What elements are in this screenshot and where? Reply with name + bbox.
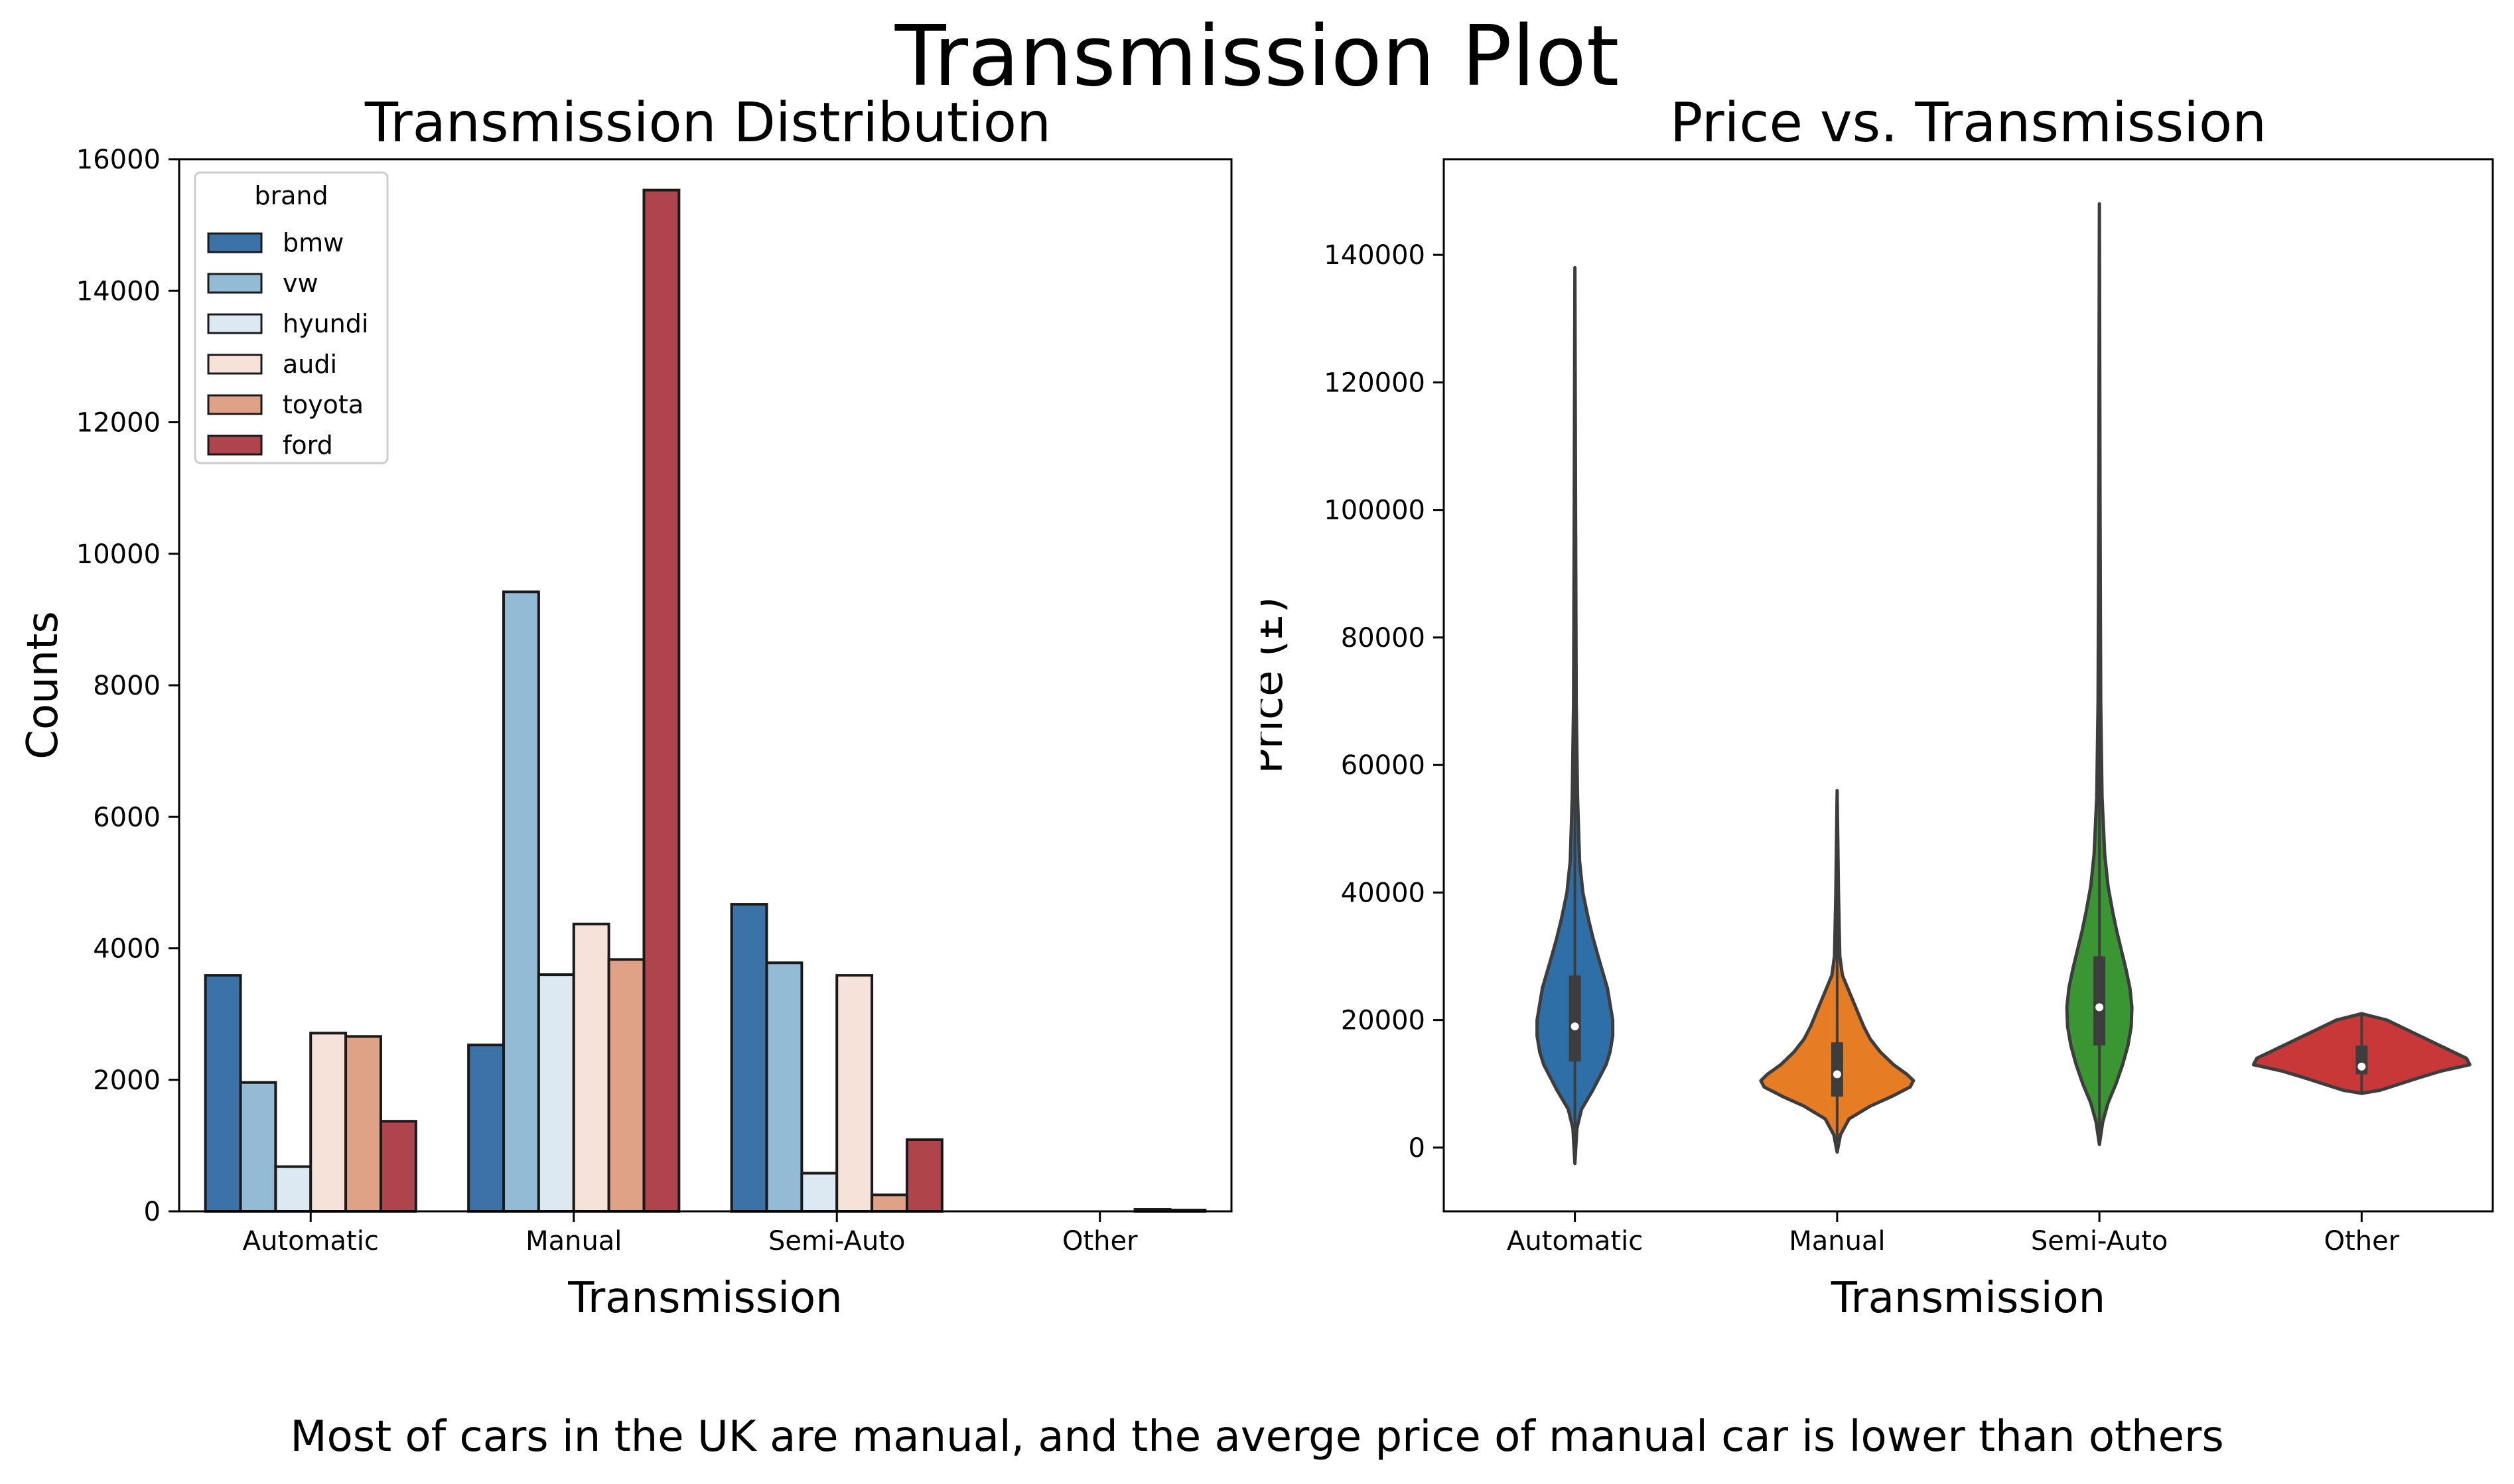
left-chart-title: Transmission Distribution [364,92,1052,155]
iqr-box-semi-auto [2093,956,2106,1046]
bar-bmw-manual [467,1044,506,1213]
bar-hyundi-semi-auto [800,1172,839,1213]
y-tick-label: 140000 [1324,240,1425,271]
y-tick-label: 40000 [1341,878,1425,908]
x-tick-label: Manual [525,1226,622,1256]
bar-audi-automatic [309,1032,348,1213]
legend-title: brand [254,181,328,210]
y-tick-label: 8000 [93,671,161,701]
y-tick-label: 14000 [76,276,161,306]
x-tick-label: Other [2324,1226,2400,1256]
iqr-box-manual [1831,1042,1843,1097]
legend-label-toyota: toyota [283,390,364,419]
figure-caption: Most of cars in the UK are manual, and t… [290,1412,2224,1461]
bar-toyota-manual [607,958,646,1213]
bar-toyota-semi-auto [871,1193,908,1213]
legend-swatch-ford [207,435,263,456]
y-tick-label: 80000 [1341,623,1425,653]
figure-title: Transmission Plot [894,7,1620,105]
iqr-box-automatic [1569,975,1581,1062]
y-tick-label: 60000 [1341,750,1425,781]
bar-bmw-semi-auto [730,903,768,1213]
y-axis-label: Price (£) [1261,596,1292,774]
y-tick-label: 0 [1409,1133,1425,1164]
violin-chart: 0 20000 40000 60000 80000 100000 120000 140000 A… [1261,158,2494,1323]
legend: brand bmw vw hyundi audi toyota ford [194,171,389,464]
y-tick-label: 10000 [76,539,161,570]
y-tick-label: 20000 [1341,1006,1425,1036]
y-tick-label: 100000 [1324,496,1425,526]
median-dot-semi-auto [2095,1003,2104,1012]
median-dot-manual [1833,1070,1841,1079]
x-tick-label: Semi-Auto [2031,1226,2168,1256]
legend-swatch-hyundi [207,313,263,334]
legend-swatch-vw [207,273,263,294]
y-tick-label: 120000 [1324,368,1425,398]
bar-ford-semi-auto [905,1138,943,1213]
x-tick-label: Semi-Auto [768,1226,906,1256]
x-tick-label: Automatic [1507,1226,1643,1256]
x-tick-label: Manual [1789,1226,1885,1256]
y-tick-label: 2000 [93,1065,161,1096]
y-tick-label: 12000 [76,408,161,438]
legend-swatch-bmw [207,232,263,253]
bar-hyundi-manual [537,973,575,1213]
bar-ford-automatic [379,1120,417,1213]
bar-hyundi-automatic [274,1165,313,1213]
x-tick-label: Other [1062,1226,1138,1256]
plot-frame [1442,158,2494,1213]
legend-label-ford: ford [283,431,333,460]
legend-label-vw: vw [283,269,318,298]
legend-label-bmw: bmw [283,228,344,257]
x-axis-label: Transmission [567,1274,842,1323]
bar-toyota-automatic [344,1035,382,1213]
x-axis-label: Transmission [1831,1274,2105,1323]
bar-vw-manual [502,590,540,1213]
bar-vw-semi-auto [765,961,803,1213]
y-tick-label: 16000 [76,145,161,175]
bar-chart: 0 2000 4000 6000 8000 10000 12000 14000 16000 Aut… [19,145,1233,1323]
y-axis-label: Counts [19,611,68,759]
median-dot-other [2357,1062,2366,1071]
y-tick-label: 4000 [93,934,161,965]
bar-ford-manual [642,188,681,1213]
legend-label-hyundi: hyundi [283,309,368,338]
right-chart-title: Price vs. Transmission [1669,92,2267,155]
bar-vw-automatic [239,1081,277,1213]
y-tick-label: 0 [144,1197,161,1227]
bar-bmw-automatic [204,974,242,1213]
bar-audi-semi-auto [835,974,874,1213]
y-tick-label: 6000 [93,802,161,833]
legend-label-audi: audi [283,350,337,379]
legend-swatch-toyota [207,394,263,415]
x-tick-label: Automatic [243,1226,379,1256]
bar-audi-manual [572,922,610,1213]
legend-swatch-audi [207,354,263,375]
median-dot-automatic [1571,1022,1579,1031]
